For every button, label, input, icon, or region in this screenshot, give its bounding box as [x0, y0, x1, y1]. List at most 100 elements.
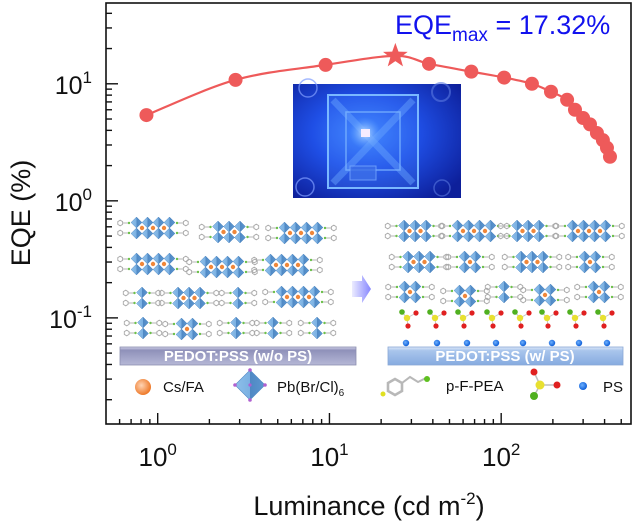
- ligand-amine: [261, 268, 265, 272]
- ligand-ring: [158, 299, 165, 307]
- ligand-amine: [227, 321, 230, 325]
- pb-octahedron: [498, 291, 510, 304]
- perovskite-cluster: [158, 286, 220, 310]
- sulfur-atom: [571, 314, 579, 322]
- cs-fa-cation: [150, 225, 156, 231]
- ligand-ring: [286, 329, 293, 337]
- ligand-amine: [549, 255, 552, 259]
- ligand-ring: [117, 229, 124, 237]
- tick-label-base: 10: [139, 442, 168, 472]
- cs-fa-cation: [520, 228, 525, 234]
- ligand-amine: [436, 255, 439, 259]
- y-tick-label: 101: [55, 68, 92, 100]
- nitrogen-atom: [427, 309, 433, 315]
- ligand-amine: [495, 285, 498, 289]
- ligand-amine: [308, 321, 311, 325]
- ligand-amine: [244, 291, 247, 295]
- ligand-amine: [246, 225, 249, 229]
- ligand-amine: [309, 268, 313, 272]
- ligand-ring: [218, 289, 225, 297]
- pb-octahedron: [141, 227, 154, 240]
- perovskite-cluster: [186, 255, 258, 279]
- ligand-amine: [175, 221, 179, 225]
- perovskite-cluster: [501, 250, 563, 274]
- ligand-amine: [320, 290, 324, 294]
- device-photo-inset: [293, 78, 461, 198]
- pb-octahedron: [141, 263, 154, 276]
- substrate-label-without-ps: PEDOT:PSS (w/o PS): [164, 348, 312, 365]
- x-axis-label-suffix: ): [476, 491, 485, 521]
- ligand-amine: [432, 234, 435, 238]
- ligand-amine: [133, 291, 136, 295]
- pb-octahedron-icon: [233, 368, 267, 402]
- cs-fa-cation: [471, 228, 477, 234]
- ligand-amine: [421, 285, 425, 289]
- ligand-ring: [198, 233, 205, 241]
- ligand-amine: [134, 331, 137, 335]
- p-f-pea-molecule-icon: [380, 375, 430, 397]
- ligand-ring: [483, 287, 490, 295]
- sulfonate-group: [455, 309, 475, 329]
- sulfur-atom: [543, 314, 551, 322]
- ligand-amine: [395, 295, 399, 299]
- ligand-ring: [117, 219, 124, 227]
- ligand-ring: [330, 329, 337, 337]
- perovskite-cluster: [388, 250, 450, 274]
- perovskite-cluster: [484, 280, 524, 304]
- halide-atom: [233, 383, 237, 387]
- x-tick-label: 102: [482, 440, 520, 472]
- cs-fa-cation: [411, 259, 416, 265]
- pb-octahedron: [398, 230, 410, 243]
- pb-octahedron: [267, 327, 279, 340]
- ligand-amine: [545, 234, 548, 238]
- perovskite-cluster: [198, 220, 260, 244]
- ligand-amine: [549, 265, 552, 269]
- ligand-ring: [262, 298, 269, 306]
- ligand-ring: [158, 289, 165, 297]
- ligand-ring: [316, 266, 323, 274]
- ligand-ring: [218, 299, 225, 307]
- ligand-ring: [182, 229, 189, 237]
- ligand-amine: [556, 288, 560, 292]
- pb-octahedron: [183, 297, 195, 310]
- pb-octahedron: [566, 230, 579, 243]
- eqe-data-point: [524, 76, 539, 91]
- oxygen-atom: [405, 323, 411, 329]
- ligand-amine: [508, 224, 511, 228]
- pb-octahedron: [588, 230, 601, 243]
- ligand-amine: [272, 300, 276, 304]
- ligand-ring: [265, 234, 272, 242]
- ligand-ring: [563, 296, 570, 304]
- ligand-amine: [510, 295, 513, 299]
- ligand-ring: [440, 297, 447, 305]
- ligand-ring: [574, 283, 581, 291]
- ligand-amine: [320, 300, 324, 304]
- photo-corner-ring: [295, 177, 315, 197]
- pb-octahedron: [136, 297, 148, 310]
- x-axis-tick-labels: 100 101 102: [139, 440, 521, 472]
- tick-label-base: 10: [55, 72, 83, 100]
- photo-emitting-pixel: [361, 129, 370, 137]
- pb-octahedron: [297, 264, 310, 277]
- cs-fa-cation: [181, 295, 186, 301]
- ligand-ring: [155, 299, 162, 307]
- eqe-data-point: [602, 149, 617, 164]
- ligand-ring: [574, 293, 581, 301]
- ligand-amine: [149, 321, 152, 325]
- cs-fa-cation: [221, 229, 226, 235]
- ps-dot: [463, 339, 471, 347]
- pb-octahedron: [469, 261, 482, 274]
- substrate-label-with-ps: PEDOT:PSS (w/ PS): [435, 348, 574, 365]
- ligand-ring: [186, 258, 193, 266]
- perovskite-cluster: [497, 219, 559, 243]
- pb-octahedron: [453, 295, 466, 308]
- oxygen-atom: [553, 310, 559, 316]
- pb-octahedron: [522, 230, 534, 243]
- ligand-ring: [156, 319, 163, 327]
- ligand-amine: [196, 260, 200, 264]
- ligand-amine: [196, 270, 200, 274]
- cs-fa-cation: [287, 230, 293, 236]
- nitrogen-atom: [567, 309, 573, 315]
- perovskite-cluster: [385, 280, 435, 304]
- ligand-ring: [501, 263, 508, 271]
